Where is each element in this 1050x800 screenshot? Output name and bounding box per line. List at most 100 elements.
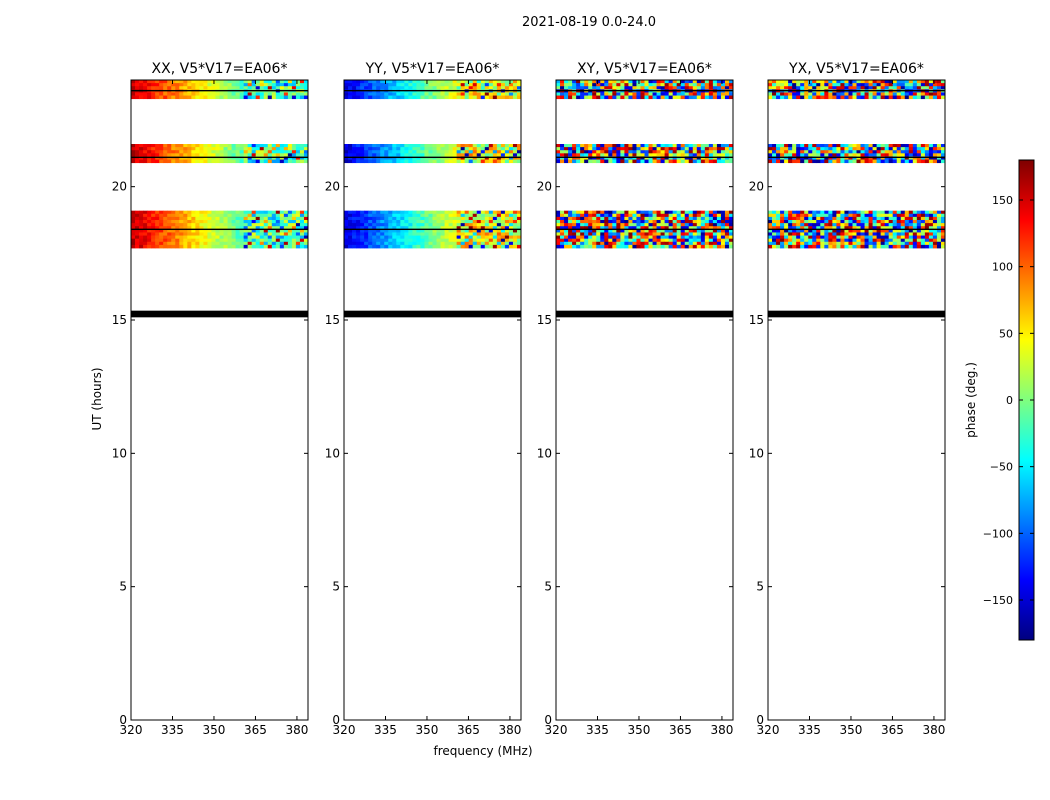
heatmap-cell bbox=[412, 229, 417, 233]
heatmap-cell bbox=[203, 95, 208, 100]
heatmap-cell bbox=[612, 147, 617, 151]
heatmap-cell bbox=[924, 150, 930, 154]
heatmap-cell bbox=[872, 95, 878, 100]
heatmap-cell bbox=[852, 95, 857, 100]
heatmap-cell bbox=[392, 80, 397, 84]
heatmap-cell bbox=[303, 241, 309, 246]
heatmap-cell bbox=[584, 80, 589, 84]
heatmap-cell bbox=[860, 229, 865, 233]
heatmap-cell bbox=[800, 229, 805, 233]
heatmap-cell bbox=[396, 144, 401, 148]
heatmap-cell bbox=[384, 92, 389, 96]
heatmap-cell bbox=[155, 226, 160, 230]
heatmap-cell bbox=[488, 213, 494, 218]
heatmap-cell bbox=[828, 223, 833, 227]
heatmap-cell bbox=[376, 223, 381, 227]
heatmap-cell bbox=[372, 210, 377, 215]
heatmap-cell bbox=[904, 92, 910, 96]
heatmap-cell bbox=[436, 235, 441, 240]
heatmap-cell bbox=[724, 80, 730, 84]
heatmap-cell bbox=[716, 147, 722, 151]
heatmap-cell bbox=[840, 83, 845, 87]
heatmap-cell bbox=[508, 86, 514, 90]
heatmap-cell bbox=[896, 213, 902, 218]
heatmap-cell bbox=[243, 220, 249, 224]
heatmap-cell bbox=[848, 210, 853, 215]
heatmap-cell bbox=[856, 232, 861, 236]
heatmap-cell bbox=[936, 92, 942, 96]
heatmap-cell bbox=[203, 156, 208, 160]
heatmap-cell bbox=[464, 92, 470, 96]
heatmap-cell bbox=[151, 150, 156, 154]
heatmap-cell bbox=[448, 216, 454, 221]
heatmap-cell bbox=[159, 220, 164, 224]
heatmap-cell bbox=[712, 223, 718, 227]
heatmap-cell bbox=[712, 216, 718, 221]
heatmap-cell bbox=[408, 159, 413, 164]
heatmap-cell bbox=[772, 144, 777, 148]
heatmap-cell bbox=[612, 229, 617, 233]
heatmap-cell bbox=[231, 95, 236, 100]
heatmap-cell bbox=[247, 147, 253, 151]
heatmap-cell bbox=[404, 241, 409, 246]
heatmap-cell bbox=[344, 232, 349, 236]
heatmap-cell bbox=[432, 238, 437, 243]
heatmap-cell bbox=[239, 238, 245, 243]
heatmap-cell bbox=[476, 235, 482, 240]
heatmap-cell bbox=[668, 150, 674, 154]
heatmap-cell bbox=[199, 83, 204, 87]
heatmap-cell bbox=[916, 210, 922, 215]
heatmap-cell bbox=[692, 238, 698, 243]
y-tick-label: 15 bbox=[749, 313, 764, 327]
heatmap-cell bbox=[800, 153, 805, 157]
heatmap-cell bbox=[632, 226, 637, 230]
heatmap-cell bbox=[147, 83, 152, 87]
heatmap-cell bbox=[640, 80, 645, 84]
heatmap-cell bbox=[271, 210, 277, 215]
heatmap-cell bbox=[668, 223, 674, 227]
heatmap-cell bbox=[159, 241, 164, 246]
heatmap-cell bbox=[908, 238, 914, 243]
heatmap-cell bbox=[840, 144, 845, 148]
heatmap-cell bbox=[596, 83, 601, 87]
heatmap-cell bbox=[187, 95, 192, 100]
heatmap-cell bbox=[576, 95, 581, 100]
heatmap-cell bbox=[356, 147, 361, 151]
heatmap-cell bbox=[295, 235, 301, 240]
heatmap-cell bbox=[456, 159, 462, 164]
heatmap-cell bbox=[159, 83, 164, 87]
heatmap-cell bbox=[620, 156, 625, 160]
heatmap-cell bbox=[476, 238, 482, 243]
heatmap-cell bbox=[243, 216, 249, 221]
heatmap-cell bbox=[263, 223, 269, 227]
heatmap-cell bbox=[380, 213, 385, 218]
heatmap-cell bbox=[344, 238, 349, 243]
heatmap-cell bbox=[672, 153, 678, 157]
heatmap-cell bbox=[147, 95, 152, 100]
heatmap-cell bbox=[924, 226, 930, 230]
heatmap-cell bbox=[239, 232, 245, 236]
heatmap-cell bbox=[676, 95, 682, 100]
heatmap-cell bbox=[199, 144, 204, 148]
heatmap-cell bbox=[940, 213, 946, 218]
heatmap-cell bbox=[183, 150, 188, 154]
heatmap-cell bbox=[888, 223, 894, 227]
heatmap-cell bbox=[344, 220, 349, 224]
heatmap-cell bbox=[380, 150, 385, 154]
heatmap-cell bbox=[372, 80, 377, 84]
heatmap-cell bbox=[940, 144, 946, 148]
heatmap-cell bbox=[864, 223, 869, 227]
heatmap-cell bbox=[460, 241, 466, 246]
heatmap-cell bbox=[199, 229, 204, 233]
heatmap-cell bbox=[564, 83, 569, 87]
heatmap-cell bbox=[832, 216, 837, 221]
heatmap-cell bbox=[724, 153, 730, 157]
heatmap-cell bbox=[440, 83, 445, 87]
heatmap-cell bbox=[135, 223, 140, 227]
heatmap-cell bbox=[444, 226, 449, 230]
heatmap-cell bbox=[644, 83, 649, 87]
heatmap-cell bbox=[396, 229, 401, 233]
heatmap-cell bbox=[247, 150, 253, 154]
heatmap-cell bbox=[175, 150, 180, 154]
heatmap-cell bbox=[796, 150, 801, 154]
